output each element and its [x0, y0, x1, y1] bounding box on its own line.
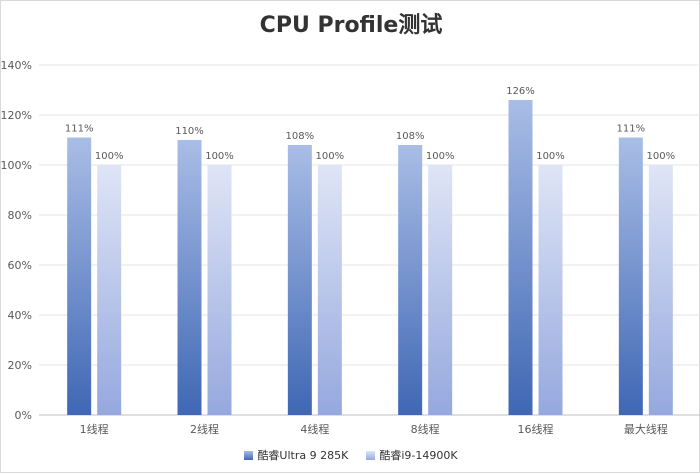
y-tick-label: 20% — [8, 359, 32, 372]
data-label: 110% — [175, 126, 204, 137]
y-tick-label: 40% — [8, 309, 32, 322]
bar-series-2 — [97, 165, 122, 415]
y-tick-label: 60% — [8, 259, 32, 272]
data-label: 100% — [316, 151, 345, 162]
x-tick-label: 4线程 — [300, 422, 329, 436]
legend-label-series-1: 酷睿Ultra 9 285K — [257, 449, 349, 462]
legend-swatch-series-2 — [366, 450, 376, 460]
bar-series-1 — [177, 140, 202, 415]
data-label: 126% — [506, 86, 535, 97]
data-label: 111% — [65, 124, 94, 135]
bar-series-2 — [317, 165, 342, 415]
legend-item-series-1: 酷睿Ultra 9 285K — [244, 447, 348, 463]
data-label: 100% — [205, 151, 234, 162]
y-tick-label: 0% — [15, 409, 32, 422]
data-label: 111% — [617, 124, 646, 135]
chart-legend: 酷睿Ultra 9 285K 酷睿i9-14900K — [1, 447, 700, 463]
y-tick-label: 120% — [1, 109, 32, 122]
data-label: 100% — [647, 151, 676, 162]
bar-series-2 — [207, 165, 232, 415]
data-label: 100% — [426, 151, 455, 162]
data-label: 100% — [95, 151, 124, 162]
bar-series-2 — [428, 165, 453, 415]
chart-title: CPU Profile测试 — [259, 13, 443, 38]
bar-series-2 — [538, 165, 563, 415]
x-tick-label: 2线程 — [190, 422, 219, 436]
legend-item-series-2: 酷睿i9-14900K — [366, 447, 458, 463]
data-label: 108% — [286, 131, 315, 142]
bar-series-1 — [618, 137, 643, 415]
x-tick-label: 8线程 — [411, 422, 440, 436]
data-label: 108% — [396, 131, 425, 142]
bar-series-1 — [398, 145, 423, 415]
bar-series-1 — [67, 137, 92, 415]
bar-series-1 — [287, 145, 312, 415]
y-tick-label: 140% — [1, 59, 32, 72]
y-tick-label: 80% — [8, 209, 32, 222]
data-label: 100% — [536, 151, 565, 162]
legend-label-series-2: 酷睿i9-14900K — [379, 449, 458, 462]
x-tick-label: 最大线程 — [624, 422, 668, 436]
x-tick-label: 16线程 — [518, 422, 554, 436]
x-tick-label: 1线程 — [80, 422, 109, 436]
bar-series-1 — [508, 100, 533, 415]
legend-swatch-series-1 — [244, 450, 254, 460]
bar-series-2 — [648, 165, 673, 415]
y-tick-label: 100% — [1, 159, 32, 172]
